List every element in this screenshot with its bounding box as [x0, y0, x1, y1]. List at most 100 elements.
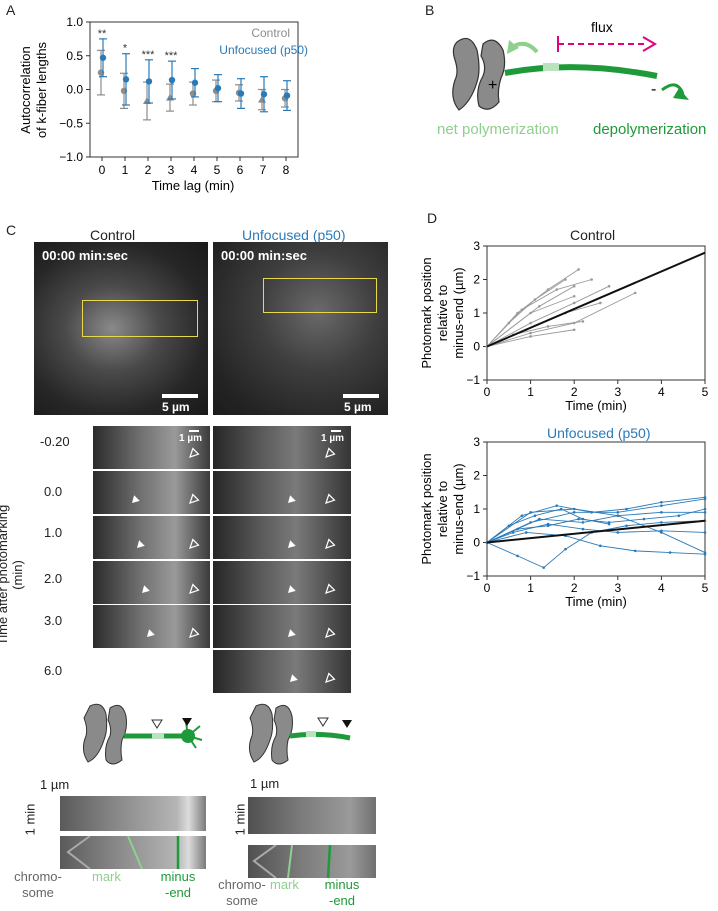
- data-point: [237, 90, 245, 97]
- control-strip-1: [93, 471, 210, 514]
- minus-end-arrowhead: [325, 538, 336, 549]
- trajectory-point: [677, 514, 681, 517]
- time-label-5: 6.0: [44, 663, 63, 678]
- mark-arrowhead: [290, 674, 298, 682]
- y-tick-label: 2: [473, 469, 480, 483]
- minus-end-arrowhead: [325, 583, 336, 594]
- trajectory-point: [633, 291, 637, 295]
- x-tick-label: 3: [168, 163, 175, 177]
- trajectory-point: [642, 517, 646, 521]
- legend-control: Control: [251, 26, 290, 40]
- trajectory-line: [486, 279, 592, 347]
- unfocused-mark-label: mark: [270, 877, 299, 892]
- x-tick-label: 0: [99, 163, 106, 177]
- minus-label: -: [651, 81, 656, 98]
- mean-fit-line: [486, 519, 706, 544]
- y-tick-label: −0.5: [59, 116, 83, 130]
- unfocused-kymograph: [248, 797, 376, 834]
- trajectory-point: [538, 305, 541, 308]
- trajectory-point: [703, 552, 707, 556]
- kymo-scale-y-left: 1 min: [22, 803, 38, 836]
- data-point: [145, 78, 153, 85]
- y-axis-label: relative to: [435, 285, 450, 341]
- mark-arrowhead: [132, 495, 140, 503]
- chromosome-icon: [452, 37, 506, 111]
- data-point: [260, 91, 268, 98]
- control-minus-label-2: -end: [164, 885, 192, 900]
- minus-end-arrowhead: [189, 583, 200, 594]
- trajectory-line: [486, 269, 579, 347]
- trajectory-point: [524, 531, 528, 534]
- panel-label-a: A: [6, 2, 16, 18]
- minus-end-arrowhead: [325, 493, 336, 504]
- mark-arrowhead: [288, 585, 296, 593]
- control-scalebar: [162, 394, 198, 398]
- trajectory-point: [703, 531, 707, 534]
- x-tick-label: 6: [237, 163, 244, 177]
- data-point: [191, 79, 199, 86]
- time-label-2: 1.0: [44, 525, 63, 540]
- y-tick-label: 0: [473, 536, 480, 550]
- data-point: [122, 76, 130, 83]
- x-tick-label: 5: [214, 163, 221, 177]
- unfocused-strip-scalebar-label: 1 µm: [321, 433, 344, 444]
- trajectory-point: [660, 501, 663, 504]
- control-chromosome-label-1: chromo-: [14, 869, 62, 884]
- panel-a-ylabel-line1: Autocorrelation: [18, 46, 33, 133]
- x-axis-label: Time (min): [565, 398, 627, 413]
- trajectory-point: [546, 522, 550, 526]
- minus-end-arrowhead: [189, 447, 200, 458]
- mark-arrowhead: [147, 629, 155, 637]
- trajectory-point: [660, 531, 663, 534]
- trajectory-point: [529, 331, 532, 335]
- photomark: [543, 63, 559, 71]
- significance-label: ***: [165, 50, 179, 62]
- control-strip-scalebar-label: 1 µm: [179, 433, 202, 444]
- unfocused-strip-5: [213, 650, 351, 693]
- unfocused-title: Unfocused (p50): [242, 227, 346, 243]
- x-tick-label: 7: [260, 163, 267, 177]
- y-tick-label: 1: [473, 306, 480, 320]
- control-mark-label: mark: [92, 869, 121, 884]
- x-tick-label: 5: [702, 385, 709, 399]
- control-strip-2: [93, 516, 210, 559]
- trajectory-point: [516, 554, 519, 558]
- panel-d-unfocused-chart: −1 0 1 2 3 0 1 2 3 4 5 Time (min) Photomark position…: [419, 436, 709, 609]
- trajectory-point: [572, 328, 576, 332]
- trajectory-point: [564, 278, 567, 281]
- unfocused-strip-4: [213, 605, 351, 648]
- minus-end-arrowhead: [189, 538, 200, 549]
- trajectory-point: [555, 504, 559, 507]
- plus-label: +: [488, 77, 497, 94]
- data-point: [99, 54, 107, 61]
- y-tick-label: −1: [466, 569, 480, 583]
- flux-label: flux: [591, 19, 613, 35]
- trajectory-point: [507, 524, 511, 528]
- panel-label-d: D: [427, 210, 438, 226]
- unfocused-strip-0: 1 µm: [213, 426, 351, 469]
- trajectory-point: [633, 549, 637, 553]
- trajectory-point: [616, 531, 620, 534]
- y-tick-label: −1.0: [59, 150, 83, 164]
- plot-frame: [486, 441, 706, 577]
- trajectory-point: [546, 325, 550, 328]
- x-tick-label: 3: [614, 385, 621, 399]
- trajectory-point: [572, 294, 576, 298]
- trajectory-line: [486, 279, 566, 347]
- control-strip-3: [93, 561, 210, 604]
- trajectory-line: [486, 511, 705, 543]
- panel-d-top-title: Control: [570, 227, 616, 243]
- trajectory-point: [572, 284, 576, 288]
- x-tick-label: 2: [571, 581, 578, 595]
- trajectory-point: [564, 547, 567, 551]
- trajectory-line: [486, 508, 610, 543]
- y-axis-label: relative to: [435, 481, 450, 537]
- control-strip-0: 1 µm: [93, 426, 210, 469]
- trajectory-point: [703, 507, 707, 511]
- trajectory-point: [703, 495, 707, 499]
- minus-end-arrowhead: [325, 627, 336, 638]
- significance-label: ***: [142, 49, 156, 61]
- trajectory-point: [533, 514, 537, 517]
- unfocused-strip-1: [213, 471, 351, 514]
